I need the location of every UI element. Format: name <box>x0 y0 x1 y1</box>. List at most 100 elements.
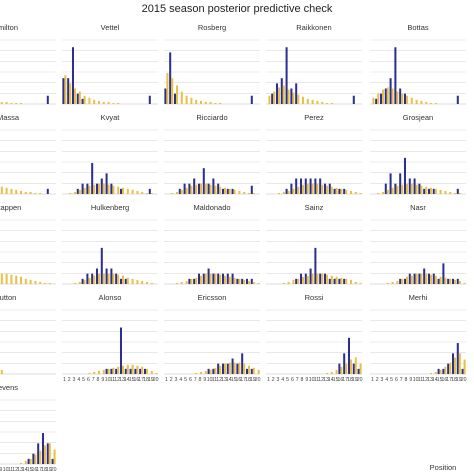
predicted-bar <box>401 278 404 284</box>
x-axis-label: Position <box>430 463 457 472</box>
observed-bar <box>119 278 122 284</box>
x-tick-label: 2 <box>170 377 173 383</box>
observed-bar <box>91 163 94 194</box>
observed-bar <box>46 443 49 464</box>
predicted-bar <box>396 280 399 284</box>
observed-bar <box>115 273 118 284</box>
panel-perez: Perez <box>266 113 362 195</box>
predicted-bar <box>278 192 281 194</box>
predicted-bar <box>233 362 236 374</box>
x-tick-label: 19 <box>352 377 358 383</box>
predicted-bar <box>396 185 399 194</box>
predicted-bar <box>335 369 338 374</box>
predicted-bar <box>238 362 241 374</box>
predicted-bar <box>214 367 217 374</box>
predicted-bar <box>219 102 222 104</box>
predicted-bar <box>78 91 81 104</box>
predicted-bar <box>204 183 207 194</box>
predicted-bar <box>112 273 115 284</box>
observed-bar <box>51 458 54 464</box>
observed-bar <box>384 183 387 194</box>
predicted-bar <box>200 183 203 194</box>
predicted-bar <box>434 188 437 194</box>
x-tick-label: 4 <box>385 377 388 383</box>
x-tick-label: 19 <box>46 467 52 473</box>
observed-bar <box>352 363 355 374</box>
predicted-bar <box>382 89 385 104</box>
observed-bar <box>423 188 426 194</box>
predicted-bar <box>434 102 437 104</box>
predicted-bar <box>117 102 120 104</box>
predicted-bar <box>233 189 236 194</box>
x-tick-label: 9 <box>203 377 206 383</box>
predicted-bar <box>326 185 329 194</box>
predicted-bar <box>102 369 105 374</box>
x-tick-label: 16 <box>236 377 242 383</box>
predicted-bar <box>434 371 437 374</box>
predicted-bar <box>401 93 404 104</box>
predicted-bar <box>406 276 409 284</box>
predicted-bar <box>190 97 193 104</box>
predicted-bar <box>69 192 72 194</box>
predicted-bar <box>248 192 251 194</box>
predicted-bar <box>195 184 198 194</box>
observed-bar <box>456 278 459 284</box>
predicted-bar <box>117 186 120 194</box>
x-tick-label: 6 <box>87 377 90 383</box>
observed-bar <box>100 247 103 284</box>
predicted-bar <box>69 83 72 104</box>
panel-title: Ricciardo <box>196 113 227 122</box>
observed-bar <box>328 278 331 284</box>
predicted-bar <box>282 282 285 284</box>
predicted-bar <box>420 100 423 104</box>
x-tick-label: 1 <box>267 377 270 383</box>
predicted-bar <box>171 78 174 104</box>
observed-bar <box>67 78 70 104</box>
observed-bar <box>129 368 132 374</box>
observed-bar <box>456 188 459 194</box>
panel-title: Grosjean <box>403 113 433 122</box>
predicted-bar <box>238 278 241 284</box>
predicted-bar <box>330 275 333 284</box>
x-tick-label: 13 <box>323 377 329 383</box>
observed-bar <box>76 188 79 194</box>
predicted-bar <box>434 275 437 284</box>
predicted-bar <box>311 183 314 194</box>
observed-bar <box>86 273 89 284</box>
observed-bar <box>413 178 416 194</box>
panel-hulkenberg: Hulkenberg <box>62 203 158 285</box>
observed-bar <box>314 178 317 194</box>
observed-bar <box>212 178 215 194</box>
predicted-bar <box>257 282 260 284</box>
predicted-bar <box>102 101 105 104</box>
observed-bar <box>207 183 210 194</box>
predicted-bar <box>209 273 212 284</box>
predicted-bar <box>311 273 314 284</box>
panel-massa: Massa <box>0 113 56 195</box>
x-tick-label: 10 <box>413 377 419 383</box>
predicted-bar <box>444 190 447 194</box>
predicted-bar <box>64 75 67 104</box>
observed-bar <box>81 183 84 194</box>
predicted-bar <box>214 185 217 194</box>
predicted-bar <box>39 450 42 464</box>
x-tick-label: 1 <box>63 377 66 383</box>
observed-bar <box>456 343 459 374</box>
panel-ricciardo: Ricciardo <box>164 113 260 195</box>
observed-bar <box>403 278 406 284</box>
x-tick-label: 6 <box>291 377 294 383</box>
observed-bar <box>328 183 331 194</box>
x-tick-label: 8 <box>405 377 408 383</box>
observed-bar <box>437 368 440 374</box>
observed-bar <box>250 368 253 374</box>
predicted-bar <box>449 278 452 284</box>
x-tick-label: 11 <box>212 377 217 383</box>
x-tick-label: 18 <box>143 377 149 383</box>
x-tick-label: 15 <box>333 377 339 383</box>
x-tick-label: 8 <box>97 377 100 383</box>
x-tick-label: 14 <box>328 377 334 383</box>
x-tick-label: 2 <box>68 377 71 383</box>
predicted-bar <box>391 88 394 104</box>
predicted-bar <box>204 101 207 104</box>
